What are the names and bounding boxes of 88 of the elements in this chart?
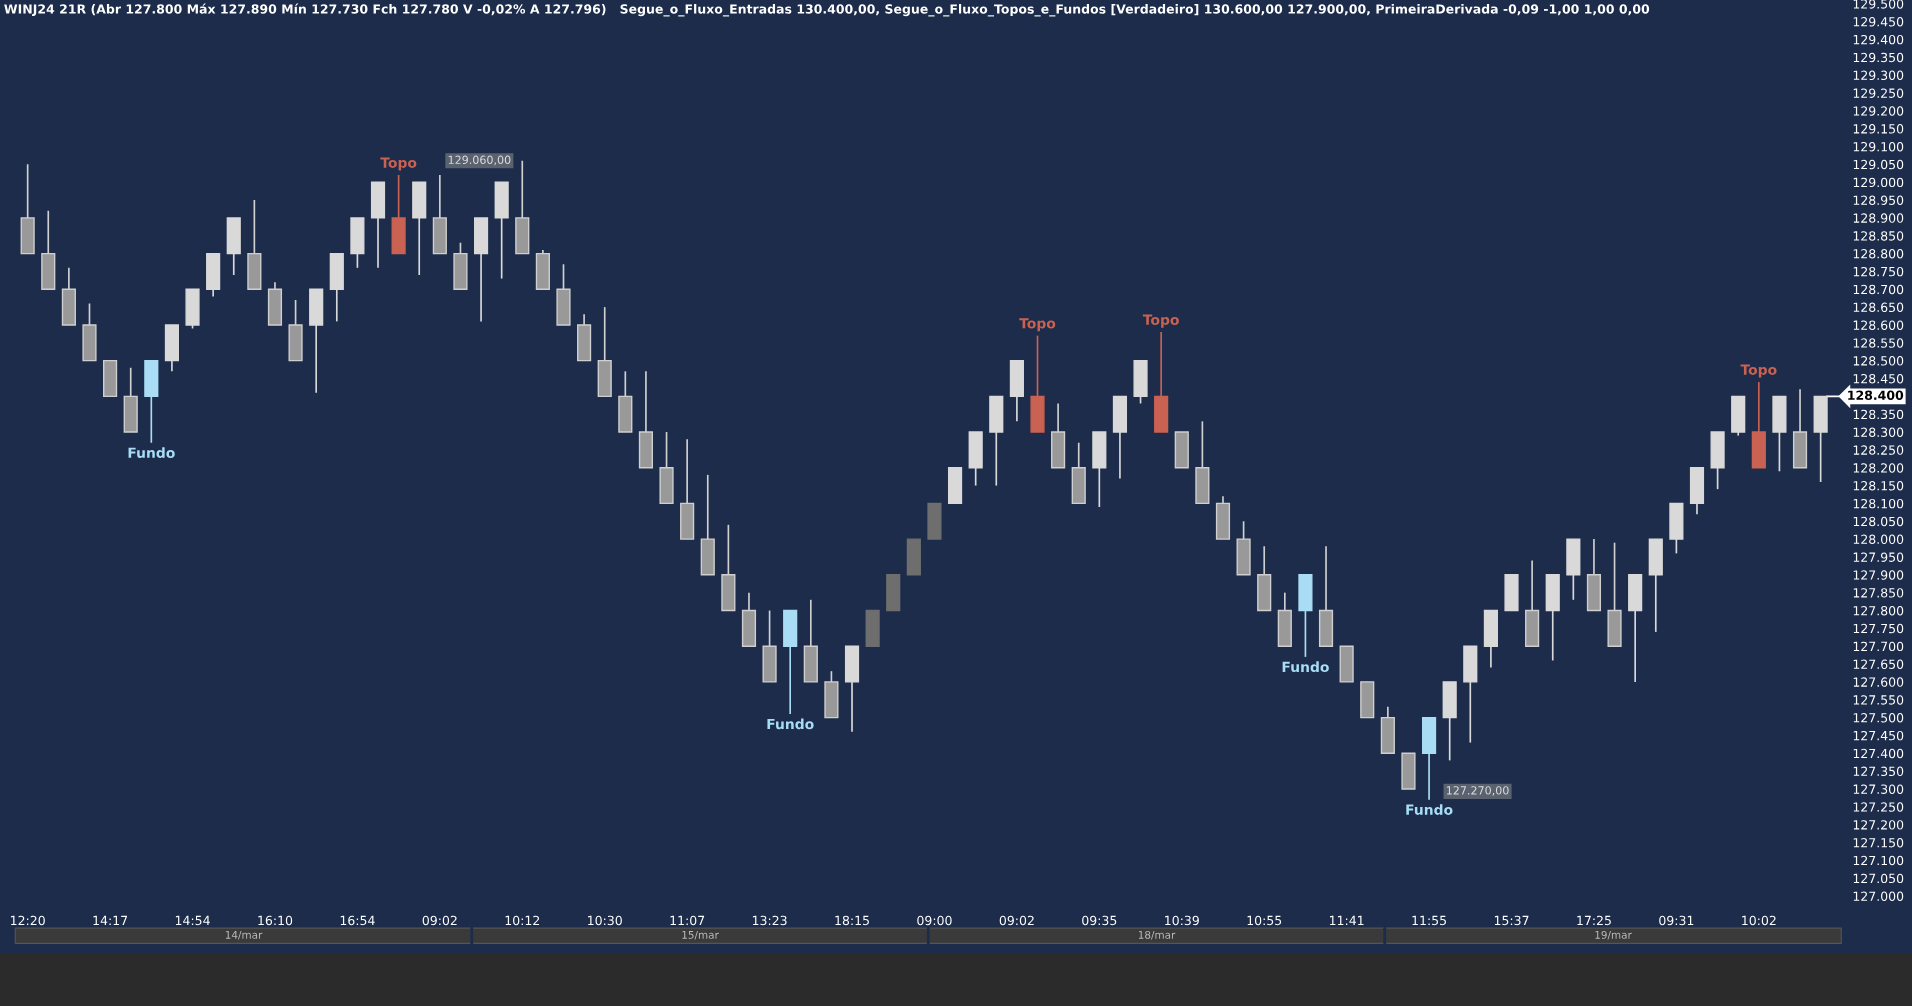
y-tick-label: 127.150 (1853, 837, 1904, 848)
y-tick-label: 128.500 (1853, 356, 1904, 366)
y-tick-label: 128.900 (1853, 213, 1904, 223)
x-tick-label: 09:00 (917, 915, 952, 926)
y-tick-label: 128.600 (1853, 320, 1904, 330)
y-tick-label: 127.350 (1853, 766, 1904, 777)
y-tick-label: 127.400 (1853, 748, 1904, 759)
y-tick-label: 129.300 (1853, 70, 1904, 81)
y-tick-label: 129.150 (1853, 124, 1904, 134)
y-tick-label: 128.350 (1853, 409, 1904, 420)
x-tick-label: 16:54 (340, 915, 375, 926)
chart-title: WINJ24 21R (Abr 127.800 Máx 127.890 Mín 127.730 Fch 127.780 V -0,02% A 127.796) Segue_o_Fluxo_Entradas 130.400,00, Segue_o_Fluxo_Topos_e_Fundos [Verdadeiro] 130.600,00 127.900,00, PrimeiraDerivada -0,09 -1,00 1,00 0,00 (4, 3, 1650, 17)
y-tick-label: 128.150 (1853, 481, 1904, 491)
x-tick-label: 09:31 (1659, 915, 1694, 926)
y-tick-label: 128.550 (1853, 338, 1904, 348)
x-tick-label: 13:23 (752, 915, 787, 926)
x-tick-label: 11:55 (1412, 915, 1446, 926)
x-tick-label: 11:41 (1330, 915, 1364, 925)
text: Fundo (1282, 661, 1329, 673)
y-tick-label: 127.950 (1853, 552, 1904, 562)
y-tick-label: 128.700 (1853, 284, 1904, 295)
y-tick-label: 127.850 (1853, 588, 1904, 598)
y-tick-label: 128.850 (1853, 231, 1904, 241)
y-tick-label: 127.100 (1853, 855, 1904, 866)
y-tick-label: 128.300 (1853, 427, 1904, 437)
x-tick-label: 09:02 (422, 915, 457, 926)
y-tick-label: 129.450 (1853, 17, 1904, 27)
text: Topo (1019, 318, 1056, 332)
x-tick-label: 12:20 (11, 915, 45, 926)
y-tick-label: 129.100 (1853, 141, 1904, 152)
x-tick-label: 17:25 (1577, 915, 1611, 926)
text: Fundo (1406, 804, 1453, 815)
y-tick-label: 129.200 (1853, 106, 1904, 116)
y-tick-label: 127.750 (1853, 623, 1904, 634)
y-tick-label: 127.050 (1853, 873, 1904, 884)
text: Fundo (767, 718, 814, 730)
y-tick-label: 127.800 (1853, 605, 1904, 616)
y-tick-label: 127.300 (1853, 784, 1904, 794)
y-tick-label: 128.000 (1853, 534, 1904, 545)
y-tick-label: 127.700 (1853, 641, 1904, 652)
y-tick-label: 129.500 (1853, 0, 1904, 9)
x-tick-label: 10:55 (1247, 915, 1282, 926)
x-tick-label: 18:15 (835, 915, 869, 926)
y-tick-label: 129.050 (1853, 159, 1904, 170)
y-tick-label: 128.050 (1853, 516, 1904, 527)
x-tick-label: 10:12 (505, 915, 540, 926)
y-tick-label: 127.200 (1853, 820, 1904, 830)
y-tick-label: 128.650 (1853, 302, 1904, 313)
y-tick-label: 129.000 (1853, 177, 1904, 188)
x-tick-label: 09:35 (1082, 915, 1117, 926)
y-tick-label: 129.400 (1853, 34, 1904, 45)
annotation: 127.270,00 (1446, 786, 1509, 796)
annotation: 129.060,00 (448, 155, 511, 166)
x-tick-label: 15:37 (1494, 915, 1529, 926)
x-tick-label: 14:54 (175, 915, 210, 926)
y-tick-label: 127.650 (1853, 659, 1904, 669)
text: 18/mar (1138, 930, 1176, 940)
y-tick-label: 127.500 (1853, 713, 1904, 723)
y-tick-label: 129.250 (1853, 88, 1904, 98)
text: 19/mar (1595, 930, 1632, 940)
y-tick-label: 127.450 (1853, 730, 1904, 741)
y-tick-label: 128.200 (1853, 463, 1904, 473)
x-tick-label: 16:10 (258, 915, 293, 926)
text: 14/mar (225, 931, 263, 940)
x-tick-label: 10:39 (1165, 915, 1199, 926)
y-tick-label: 127.250 (1853, 802, 1904, 812)
x-tick-label: 11:07 (670, 915, 705, 926)
text: Topo (1740, 364, 1777, 378)
y-tick-label: 127.600 (1853, 677, 1904, 687)
y-tick-label: 127.900 (1853, 570, 1904, 580)
text: Fundo (128, 447, 175, 458)
y-tick-label: 128.250 (1853, 445, 1904, 455)
text: 15/mar (682, 931, 719, 940)
x-tick-label: 09:02 (999, 915, 1034, 926)
y-tick-label: 128.800 (1853, 249, 1904, 259)
x-tick-label: 10:02 (1742, 915, 1776, 926)
y-tick-label: 127.000 (1853, 891, 1904, 901)
y-tick-label: 128.450 (1853, 373, 1904, 384)
ref-line-label: 128.400 (1848, 390, 1904, 400)
y-tick-label: 127.550 (1853, 695, 1904, 705)
text: Topo (380, 157, 417, 171)
x-tick-label: 14:17 (93, 915, 128, 925)
y-tick-label: 128.750 (1853, 266, 1904, 277)
text: Topo (1142, 314, 1179, 328)
y-tick-label: 128.950 (1853, 195, 1904, 205)
x-tick-label: 10:30 (588, 915, 622, 926)
y-tick-label: 128.100 (1853, 498, 1904, 509)
y-tick-label: 129.350 (1853, 52, 1904, 63)
